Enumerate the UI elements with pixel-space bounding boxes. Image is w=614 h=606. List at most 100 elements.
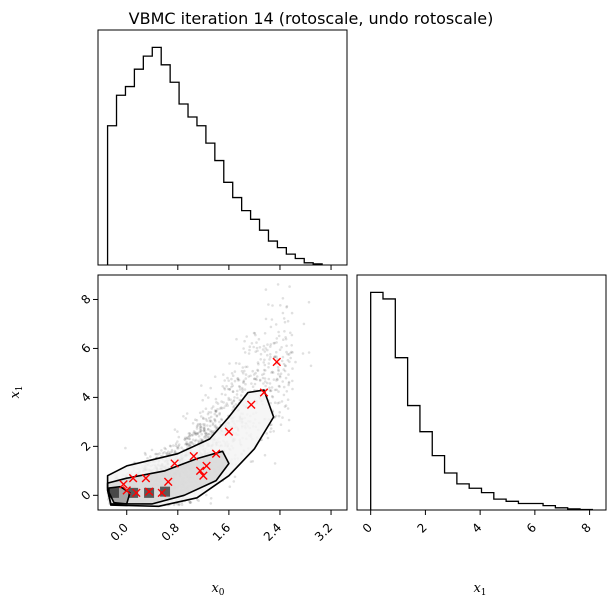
x1-hist-xtick-tick-label: 6: [524, 520, 539, 535]
scatter-sample-point: [180, 503, 184, 507]
scatter-sample-point: [227, 396, 230, 400]
scatter-sample-point: [203, 423, 206, 426]
scatter-sample-point: [266, 353, 269, 357]
scatter-sample-point: [184, 443, 187, 446]
scatter-sample-point: [173, 449, 177, 453]
scatter-sample-point: [287, 380, 291, 384]
scatter-sample-point: [275, 350, 278, 354]
scatter-sample-point: [269, 353, 272, 356]
scatter-sample-point: [146, 456, 149, 460]
scatter-sample-point: [268, 389, 272, 392]
training-point-marker: [189, 451, 199, 461]
scatter-sample-point: [230, 401, 234, 404]
density-core-cell: [160, 486, 171, 497]
scatter-sample-point: [218, 413, 221, 416]
scatter-sample-point: [216, 402, 220, 405]
scatter-sample-point: [261, 373, 264, 377]
scatter-sample-point: [158, 452, 161, 455]
scatter-sample-point: [196, 498, 199, 501]
x1-histogram-bin: [469, 488, 481, 510]
scatter-sample-point: [209, 415, 213, 419]
x1-label-subscript: 1: [481, 588, 487, 598]
scatter-sample-point: [220, 417, 223, 421]
scatter-sample-point: [209, 430, 213, 434]
scatter-sample-point: [192, 431, 195, 435]
scatter-sample-point: [267, 362, 271, 365]
x0-histogram-bin: [260, 230, 269, 265]
scatter-sample-point: [150, 448, 154, 452]
scatter-sample-point: [209, 420, 213, 423]
scatter-sample-point: [202, 426, 206, 430]
scatter-sample-point: [251, 460, 255, 463]
scatter-sample-point: [185, 412, 189, 415]
scatter-sample-point: [287, 429, 291, 433]
scatter-sample-point: [233, 396, 236, 399]
scatter-sample-point: [276, 283, 280, 286]
scatter-sample-point: [255, 375, 259, 378]
training-point-marker: [144, 487, 154, 496]
scatter-sample-point: [242, 380, 245, 384]
scatter-sample-point: [250, 382, 253, 385]
scatter-sample-point: [264, 288, 268, 291]
scatter-sample-point: [243, 388, 247, 391]
scatter-sample-point: [286, 398, 290, 402]
scatter-sample-point: [273, 341, 277, 345]
scatter-sample-point: [195, 427, 199, 430]
scatter-sample-point: [281, 380, 285, 383]
scatter-sample-point: [281, 311, 285, 315]
scatter-sample-point: [172, 503, 176, 507]
figure-title: VBMC iteration 14 (rotoscale, undo rotos…: [129, 9, 494, 28]
scatter-sample-point: [264, 317, 268, 321]
scatter-sample-point: [285, 305, 289, 308]
x0-histogram-bin: [286, 254, 295, 265]
scatter-sample-point: [185, 442, 189, 446]
x0-histogram-bin: [215, 161, 224, 265]
scatter-sample-point: [201, 416, 205, 420]
training-point-marker: [119, 480, 128, 489]
scatter-sample-point: [124, 446, 127, 450]
scatter-sample-point: [191, 422, 195, 425]
scatter-sample-point: [243, 369, 246, 373]
scatter-sample-point: [254, 371, 257, 375]
x1-histogram-bin: [383, 299, 395, 510]
scatter-sample-point: [278, 374, 282, 378]
scatter-sample-point: [271, 371, 275, 374]
x1-ylabel-symbol: x: [8, 391, 23, 399]
scatter-sample-point: [205, 432, 208, 435]
scatter-sample-point: [227, 398, 230, 402]
scatter-xtick-tick-label: 0.0: [108, 520, 131, 543]
scatter-sample-point: [189, 444, 192, 447]
scatter-sample-point: [255, 341, 258, 344]
training-point-marker: [195, 466, 205, 476]
scatter-sample-point: [274, 414, 278, 418]
scatter-sample-point: [207, 435, 211, 439]
scatter-sample-point: [277, 372, 280, 376]
scatter-sample-point: [259, 352, 263, 356]
training-point-marker: [157, 488, 167, 498]
training-point-marker: [202, 461, 211, 471]
scatter-sample-point: [198, 411, 202, 415]
scatter-sample-point: [211, 423, 215, 427]
x1-histogram-bin: [506, 501, 518, 510]
training-point-marker: [128, 473, 138, 483]
scatter-sample-point: [273, 401, 277, 405]
scatter-sample-point: [191, 438, 195, 442]
scatter-sample-point: [266, 343, 269, 346]
scatter-sample-point: [263, 377, 267, 380]
scatter-sample-point: [197, 435, 201, 438]
scatter-sample-point: [215, 414, 219, 417]
scatter-sample-point: [256, 369, 260, 373]
scatter-sample-point: [165, 452, 169, 455]
scatter-sample-point: [186, 436, 190, 439]
scatter-sample-point: [149, 455, 152, 458]
scatter-sample-point: [178, 443, 181, 446]
scatter-sample-point: [196, 424, 199, 427]
scatter-sample-point: [284, 364, 287, 368]
x0-histogram-bin: [125, 87, 134, 265]
scatter-sample-point: [210, 407, 214, 410]
scatter-sample-point: [200, 432, 203, 436]
scatter-sample-point: [199, 430, 202, 434]
scatter-sample-point: [264, 380, 267, 383]
scatter-sample-point: [188, 434, 191, 438]
scatter-sample-point: [228, 388, 232, 391]
